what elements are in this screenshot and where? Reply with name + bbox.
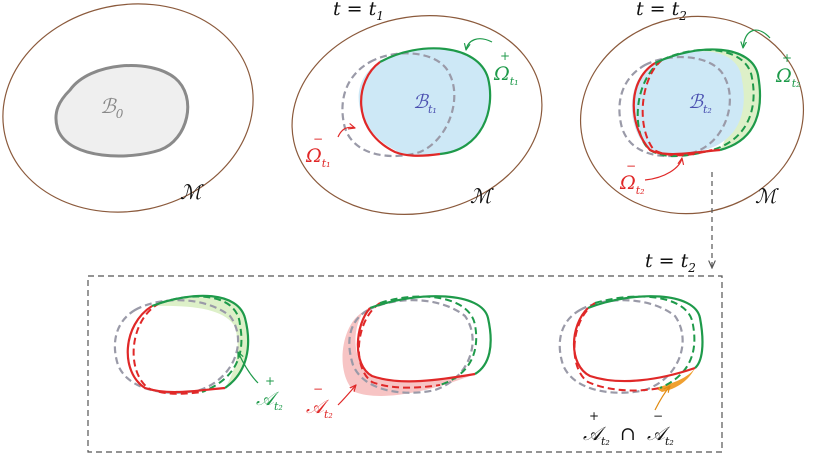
- panel-initial: ℬ0 ℳ: [2, 3, 254, 213]
- gray-dashed-outline: [558, 299, 684, 394]
- detail-box-frame: [87, 275, 723, 453]
- body-t1-red-dashed: [641, 59, 713, 157]
- green-dashed-outline: [594, 295, 696, 389]
- a-minus-pointer: [337, 385, 356, 406]
- detail-a-minus: − 𝒜t₂: [306, 295, 492, 421]
- manifold-label-t2: ℳ: [755, 184, 779, 208]
- previous-body-outline: [341, 52, 456, 158]
- intersection-pointer: [654, 386, 670, 411]
- a-plus-region: [152, 295, 249, 388]
- body-initial-label: ℬ0: [100, 94, 124, 121]
- body-t1-dashed-outline: [636, 48, 755, 158]
- gray-dashed-outline: [113, 299, 240, 394]
- manifold-boundary: [2, 3, 254, 213]
- body-t2-label: ℬt₂: [688, 91, 712, 116]
- omega-plus-t1-label: + Ωt₁: [493, 43, 519, 88]
- body-initial-shape: [54, 64, 190, 158]
- red-dashed-outline: [573, 302, 661, 392]
- gray-dashed-outline: [348, 299, 474, 394]
- time-label-bottom: t = t2: [645, 250, 696, 275]
- omega-minus-t1-label: − Ωt₁: [305, 126, 331, 170]
- growth-boundary: [587, 295, 704, 369]
- omega-plus-pointer: [466, 38, 493, 50]
- shrink-boundary: [126, 305, 226, 394]
- shrink-boundary: [632, 62, 721, 156]
- time-label-t2: t = t2: [636, 0, 687, 23]
- red-dashed-outline: [357, 302, 441, 389]
- green-dashed-outline: [379, 295, 478, 386]
- omega-plus-t2-label: + Ωt₂: [775, 45, 801, 90]
- growth-boundary: [654, 48, 762, 152]
- manifold-label-initial: ℳ: [180, 180, 204, 204]
- intersection-label: + 𝒜t₂ ∩ − 𝒜t₂: [583, 403, 674, 450]
- detail-intersection: + 𝒜t₂ ∩ − 𝒜t₂: [558, 295, 704, 450]
- omega-minus-pointer: [337, 127, 355, 138]
- growth-boundary: [379, 47, 492, 156]
- omega-minus-pointer: [644, 158, 682, 181]
- body-t1-region: [358, 48, 491, 156]
- a-plus-label: + 𝒜t₂: [256, 368, 283, 413]
- shrink-boundary: [572, 307, 696, 383]
- detail-box: t = t2 + 𝒜t₂ −: [87, 250, 723, 453]
- growth-boundary: [151, 294, 250, 389]
- a-minus-region: [342, 312, 475, 396]
- red-dashed-outline: [132, 302, 203, 395]
- panel-t1: t = t1 ℬt₁ + Ωt₁ − Ωt₁ ℳ: [291, 0, 543, 215]
- omega-plus-pointer: [743, 29, 771, 48]
- shrink-boundary: [360, 61, 441, 157]
- shrink-boundary: [356, 307, 476, 383]
- manifold-label-t1: ℳ: [470, 184, 494, 208]
- detail-a-plus: + 𝒜t₂: [113, 294, 283, 413]
- a-minus-label: − 𝒜t₂: [306, 376, 333, 421]
- body-t2-region: [631, 51, 744, 155]
- body-t1-label: ℬt₁: [413, 91, 437, 116]
- time-label-t1: t = t1: [333, 0, 384, 23]
- growth-boundary: [369, 295, 492, 375]
- manifold-boundary: [291, 15, 543, 215]
- omega-minus-t2-label: − Ωt₂: [619, 153, 645, 197]
- a-plus-pointer: [238, 352, 259, 384]
- panel-t2: t = t2 ℬt₂ + Ωt₂ − Ωt₂ ℳ: [579, 0, 805, 268]
